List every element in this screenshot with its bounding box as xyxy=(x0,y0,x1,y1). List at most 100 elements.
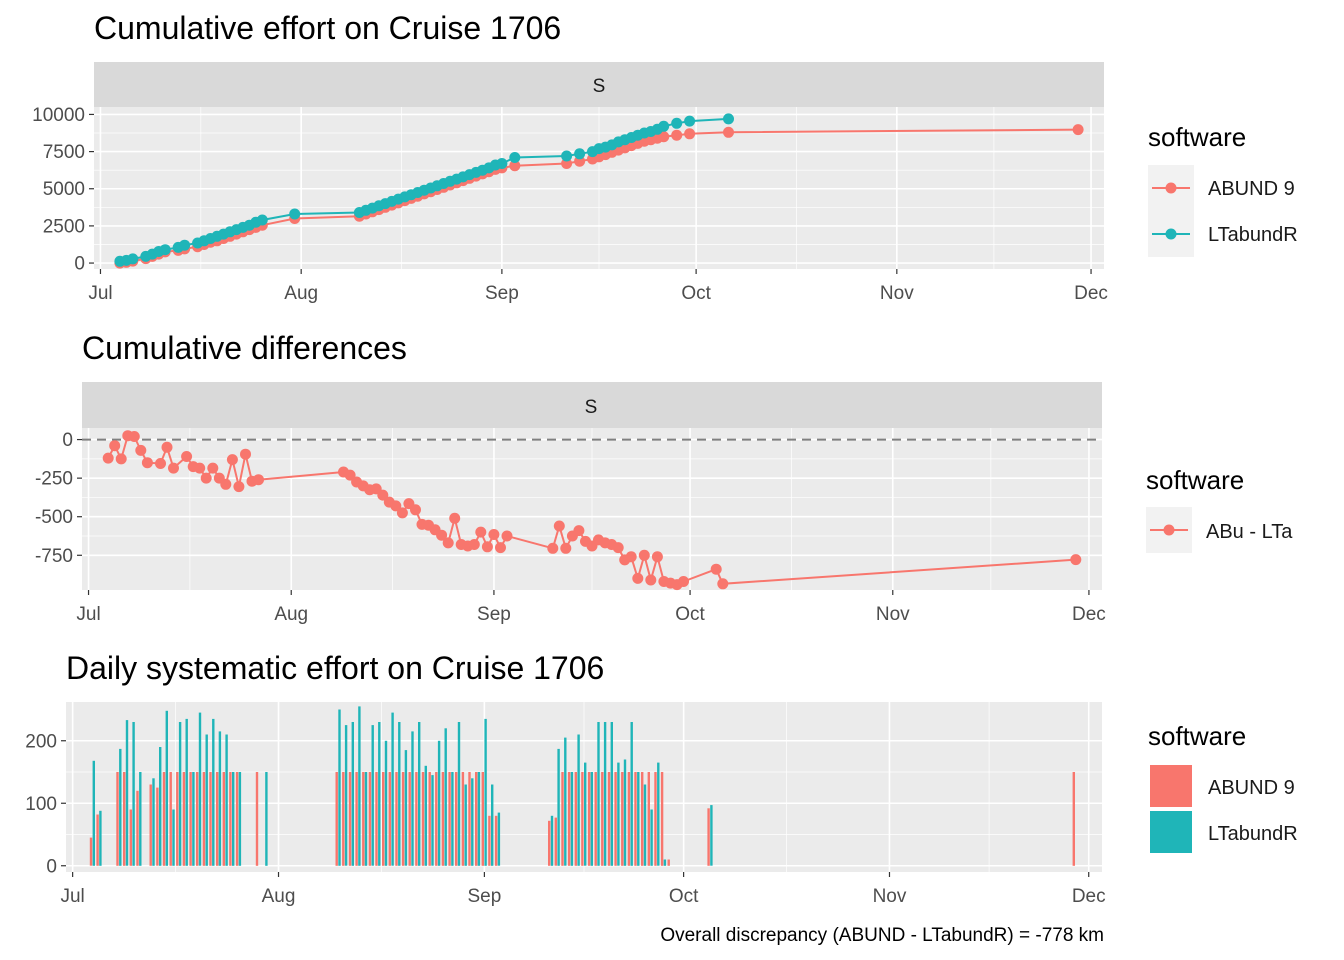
bar xyxy=(630,722,633,866)
data-point xyxy=(625,551,637,563)
bar xyxy=(238,772,242,866)
bar xyxy=(587,772,591,866)
data-point xyxy=(651,551,663,563)
legend-1-key-point-2 xyxy=(1165,228,1177,240)
bar xyxy=(663,859,667,866)
bar xyxy=(212,718,215,866)
cumulative-strip xyxy=(94,62,1104,107)
bar xyxy=(401,772,405,866)
bar xyxy=(196,772,199,866)
data-point xyxy=(289,208,301,220)
bar xyxy=(125,720,129,866)
bar xyxy=(192,772,195,866)
x-tick-label: Jul xyxy=(60,886,84,907)
data-point xyxy=(128,431,140,442)
cumulative-marks xyxy=(114,113,1084,269)
bar xyxy=(484,718,487,866)
data-point xyxy=(226,454,238,466)
differences-grid xyxy=(82,428,1102,590)
bar xyxy=(561,772,564,866)
bar xyxy=(457,722,461,866)
data-point xyxy=(468,539,480,550)
data-point xyxy=(141,457,153,469)
y-tick-label: -250 xyxy=(35,469,73,490)
cumulative-x-axis: Jul Aug Sep Oct Nov Dec xyxy=(88,269,1108,304)
x-tick-label: Oct xyxy=(681,283,711,304)
bar xyxy=(444,728,447,866)
data-point xyxy=(256,214,268,226)
data-point xyxy=(481,541,493,553)
bar xyxy=(172,809,175,866)
bar xyxy=(265,772,268,866)
data-point xyxy=(684,115,696,127)
x-tick-label: Dec xyxy=(1072,604,1106,625)
y-tick-label: 7500 xyxy=(43,142,85,163)
data-point xyxy=(390,500,402,512)
bar xyxy=(1072,772,1075,866)
bar xyxy=(382,772,385,866)
bar xyxy=(216,772,219,866)
data-point xyxy=(509,160,521,172)
data-point xyxy=(240,448,251,460)
bar xyxy=(581,772,584,866)
x-tick-label: Nov xyxy=(876,604,910,625)
x-tick-label: Jul xyxy=(76,604,100,625)
bar xyxy=(222,772,225,866)
bar xyxy=(617,762,620,866)
bar xyxy=(654,772,657,866)
bar xyxy=(371,725,374,866)
data-point xyxy=(253,474,264,486)
data-point xyxy=(449,512,461,524)
bar xyxy=(139,772,142,866)
y-tick-label: 0 xyxy=(74,254,85,275)
data-point xyxy=(723,126,734,138)
data-point xyxy=(717,578,729,590)
cumulative-grid xyxy=(94,107,1104,269)
caption: Overall discrepancy (ABUND - LTabundR) =… xyxy=(660,925,1104,946)
y-tick-label: 0 xyxy=(62,430,73,451)
bar xyxy=(388,772,391,866)
data-point xyxy=(436,529,448,541)
legend-3-key-1 xyxy=(1150,765,1192,807)
cumulative-title: Cumulative effort on Cruise 1706 xyxy=(94,10,561,46)
bar xyxy=(202,772,206,866)
bar xyxy=(335,772,338,866)
bar xyxy=(464,784,467,866)
y-tick-label: -750 xyxy=(35,546,73,567)
bar xyxy=(229,772,232,866)
legend-3-label-1: ABUND 9 xyxy=(1208,777,1295,799)
bar xyxy=(89,837,93,866)
bar xyxy=(637,772,640,866)
x-tick-label: Nov xyxy=(880,283,914,304)
data-point xyxy=(194,462,206,474)
bar xyxy=(497,812,501,866)
bar xyxy=(189,772,192,866)
data-point xyxy=(547,542,559,554)
data-point xyxy=(410,504,421,516)
data-point xyxy=(553,520,565,532)
legend-2-key-point-1 xyxy=(1163,524,1175,536)
data-point xyxy=(645,574,657,586)
bar xyxy=(424,765,427,866)
data-point xyxy=(396,507,408,519)
bar xyxy=(408,772,411,866)
data-point xyxy=(573,525,585,537)
bar xyxy=(129,809,132,866)
x-tick-label: Aug xyxy=(274,604,308,625)
bar xyxy=(441,772,445,866)
data-point xyxy=(1070,554,1082,566)
bar xyxy=(607,772,611,866)
bar xyxy=(570,772,574,866)
differences-marks xyxy=(102,430,1082,591)
x-tick-label: Dec xyxy=(1072,886,1106,907)
bar xyxy=(411,731,414,866)
bar xyxy=(92,760,95,866)
bar xyxy=(435,772,438,866)
bar xyxy=(627,772,631,866)
bar xyxy=(418,722,421,866)
bar xyxy=(176,772,179,866)
bar xyxy=(477,772,481,866)
bar xyxy=(550,815,554,866)
data-point xyxy=(560,542,572,554)
